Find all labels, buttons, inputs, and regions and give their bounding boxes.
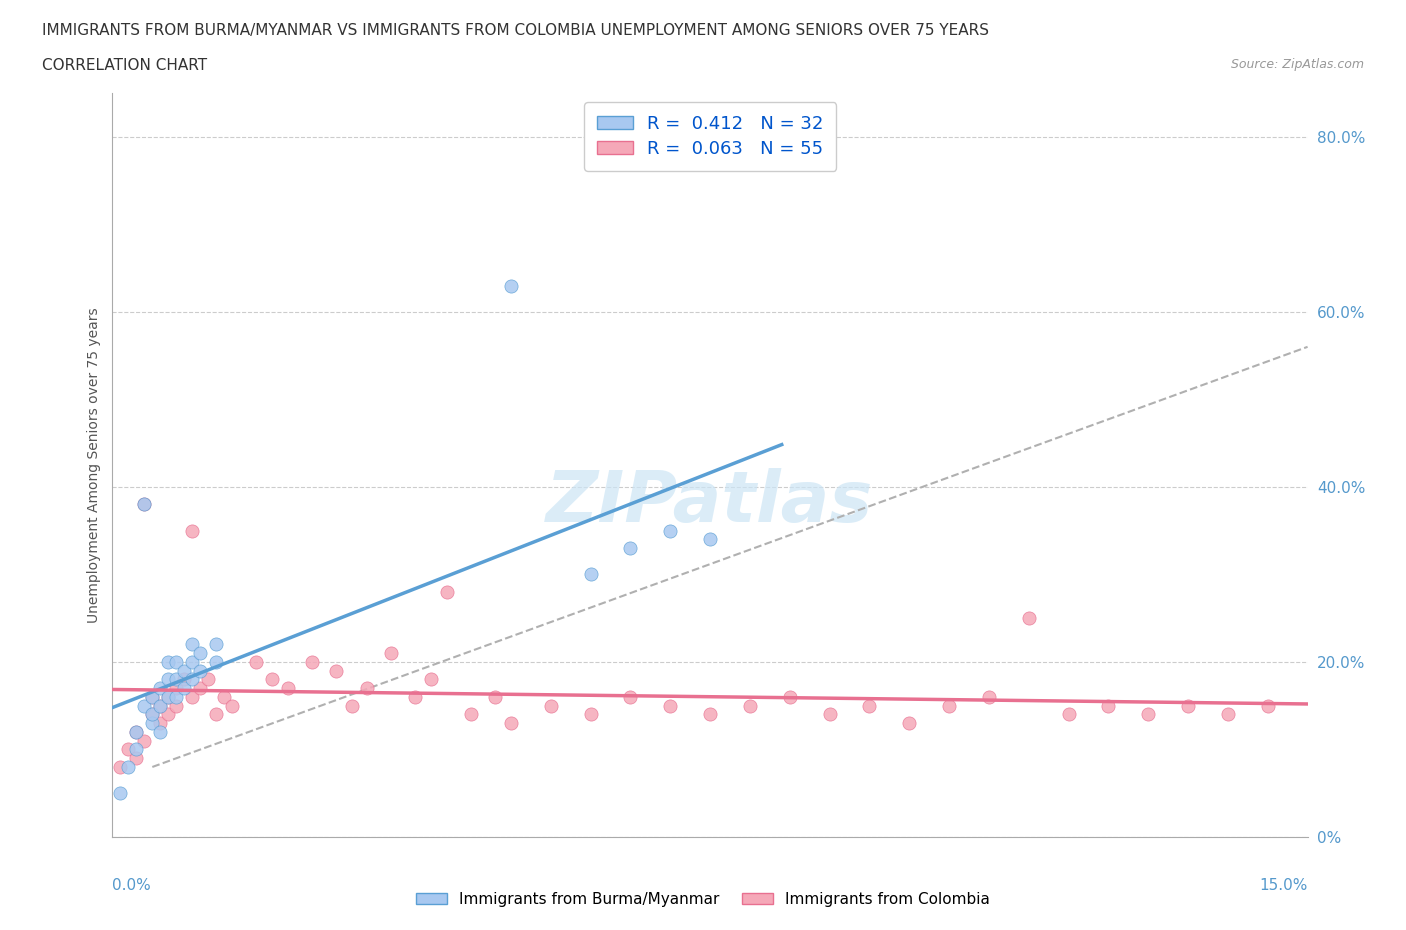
Point bbox=[1018, 611, 1040, 626]
Point bbox=[277, 681, 299, 696]
Point bbox=[579, 567, 602, 582]
Point bbox=[141, 689, 163, 704]
Point bbox=[1097, 698, 1119, 713]
Point bbox=[205, 637, 228, 652]
Point bbox=[1057, 707, 1080, 722]
Point bbox=[117, 760, 139, 775]
Point bbox=[699, 532, 721, 547]
Point bbox=[134, 698, 156, 713]
Text: Source: ZipAtlas.com: Source: ZipAtlas.com bbox=[1230, 58, 1364, 71]
Point bbox=[165, 655, 187, 670]
Point bbox=[165, 698, 187, 713]
Legend: R =  0.412   N = 32, R =  0.063   N = 55: R = 0.412 N = 32, R = 0.063 N = 55 bbox=[583, 102, 837, 170]
Point bbox=[221, 698, 243, 713]
Text: CORRELATION CHART: CORRELATION CHART bbox=[42, 58, 207, 73]
Point bbox=[212, 689, 235, 704]
Point bbox=[340, 698, 363, 713]
Point bbox=[356, 681, 378, 696]
Point bbox=[738, 698, 761, 713]
Point bbox=[499, 716, 522, 731]
Point bbox=[898, 716, 921, 731]
Point bbox=[1137, 707, 1160, 722]
Point bbox=[1257, 698, 1279, 713]
Point bbox=[181, 655, 204, 670]
Point bbox=[110, 786, 132, 801]
Point bbox=[149, 681, 172, 696]
Point bbox=[404, 689, 426, 704]
Point bbox=[125, 724, 148, 739]
Point bbox=[977, 689, 1000, 704]
Point bbox=[818, 707, 841, 722]
Point bbox=[245, 655, 267, 670]
Point bbox=[181, 689, 204, 704]
Point bbox=[659, 524, 682, 538]
Point bbox=[141, 707, 163, 722]
Point bbox=[141, 689, 163, 704]
Point bbox=[420, 672, 443, 687]
Point bbox=[619, 689, 641, 704]
Point bbox=[436, 584, 458, 599]
Point bbox=[181, 637, 204, 652]
Point bbox=[165, 681, 187, 696]
Point bbox=[117, 742, 139, 757]
Point bbox=[149, 698, 172, 713]
Point bbox=[134, 497, 156, 512]
Point bbox=[779, 689, 801, 704]
Point bbox=[157, 689, 180, 704]
Point bbox=[125, 751, 148, 765]
Point bbox=[157, 707, 180, 722]
Point bbox=[325, 663, 347, 678]
Point bbox=[699, 707, 721, 722]
Point bbox=[110, 760, 132, 775]
Point bbox=[141, 707, 163, 722]
Point bbox=[165, 672, 187, 687]
Point bbox=[858, 698, 880, 713]
Point bbox=[499, 278, 522, 293]
Y-axis label: Unemployment Among Seniors over 75 years: Unemployment Among Seniors over 75 years bbox=[87, 307, 101, 623]
Point bbox=[484, 689, 506, 704]
Text: 15.0%: 15.0% bbox=[1260, 878, 1308, 893]
Point bbox=[197, 672, 219, 687]
Legend: Immigrants from Burma/Myanmar, Immigrants from Colombia: Immigrants from Burma/Myanmar, Immigrant… bbox=[411, 886, 995, 913]
Point bbox=[188, 645, 211, 660]
Point bbox=[134, 497, 156, 512]
Point bbox=[205, 655, 228, 670]
Point bbox=[301, 655, 323, 670]
Point bbox=[260, 672, 283, 687]
Point bbox=[149, 724, 172, 739]
Point bbox=[141, 716, 163, 731]
Point bbox=[125, 742, 148, 757]
Point bbox=[205, 707, 228, 722]
Point bbox=[157, 689, 180, 704]
Point bbox=[149, 716, 172, 731]
Text: ZIPatlas: ZIPatlas bbox=[547, 468, 873, 537]
Point bbox=[188, 681, 211, 696]
Point bbox=[188, 663, 211, 678]
Point bbox=[181, 672, 204, 687]
Point bbox=[173, 681, 195, 696]
Point bbox=[157, 655, 180, 670]
Text: 0.0%: 0.0% bbox=[112, 878, 152, 893]
Point bbox=[540, 698, 562, 713]
Point bbox=[149, 698, 172, 713]
Text: IMMIGRANTS FROM BURMA/MYANMAR VS IMMIGRANTS FROM COLOMBIA UNEMPLOYMENT AMONG SEN: IMMIGRANTS FROM BURMA/MYANMAR VS IMMIGRA… bbox=[42, 23, 990, 38]
Point bbox=[134, 733, 156, 748]
Point bbox=[1216, 707, 1239, 722]
Point bbox=[173, 672, 195, 687]
Point bbox=[173, 663, 195, 678]
Point bbox=[1177, 698, 1199, 713]
Point bbox=[938, 698, 960, 713]
Point bbox=[659, 698, 682, 713]
Point bbox=[165, 689, 187, 704]
Point bbox=[380, 645, 402, 660]
Point bbox=[157, 672, 180, 687]
Point bbox=[181, 524, 204, 538]
Point bbox=[460, 707, 482, 722]
Point bbox=[125, 724, 148, 739]
Point bbox=[579, 707, 602, 722]
Point bbox=[619, 540, 641, 555]
